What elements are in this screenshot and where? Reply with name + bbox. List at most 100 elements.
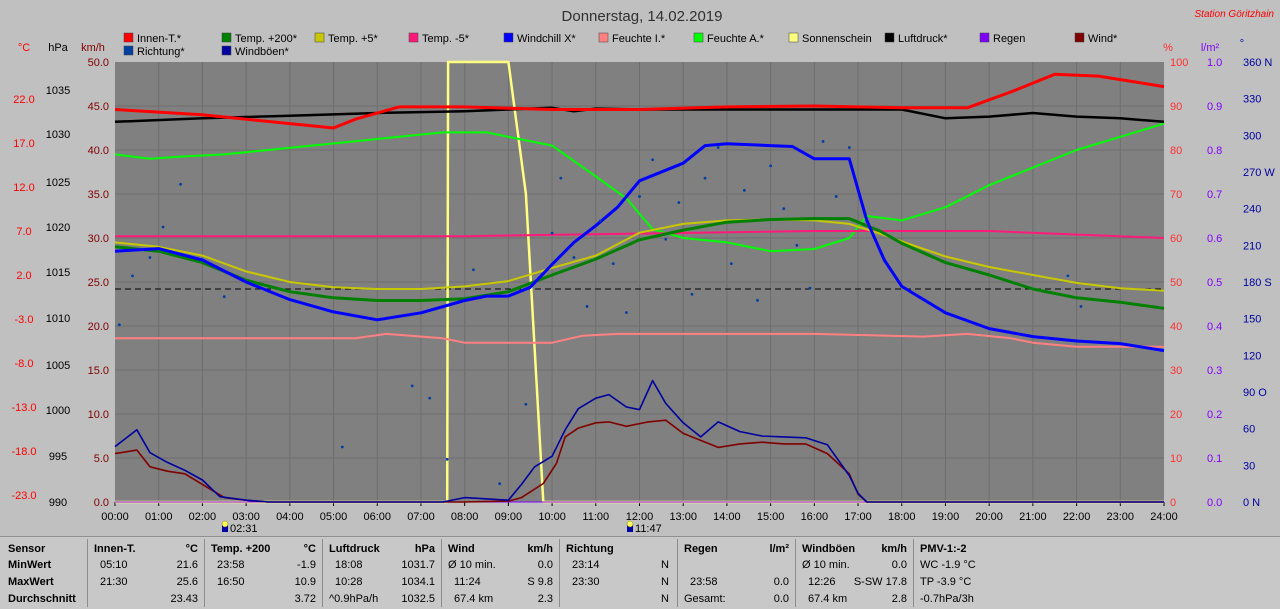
- axis-tick-kmh: 45.0: [88, 101, 109, 113]
- axis-tick-kmh: 15.0: [88, 365, 109, 377]
- stats-regen-unit: l/m²: [769, 543, 789, 555]
- series-point-richtung: [795, 243, 799, 247]
- legend-label: Temp. +200*: [235, 33, 298, 45]
- series-point-richtung: [445, 457, 449, 461]
- axis-tick-hpa: 1035: [46, 85, 70, 97]
- axis-tick-rain: 0.2: [1207, 409, 1222, 421]
- stats-innen-avg-value: 23.43: [170, 593, 198, 605]
- stats-luftdruck-column: Luftdruck hPa 18:08 1031.7 10:28 1034.1 …: [323, 537, 441, 609]
- axis-tick-hpa: 1025: [46, 177, 70, 189]
- series-point-richtung: [834, 195, 838, 198]
- x-axis-tick-label: 22:00: [1063, 511, 1091, 523]
- x-axis-tick-label: 09:00: [495, 511, 523, 523]
- series-point-richtung: [638, 195, 641, 198]
- axis-tick-hpa: 1030: [46, 129, 70, 141]
- stats-windboeen-header: Windböen: [802, 543, 856, 555]
- stats-luftdruck-max-time: 10:28: [335, 576, 363, 588]
- series-point-richtung: [1066, 274, 1070, 278]
- axis-tick-direction: 120: [1243, 350, 1261, 362]
- legend-swatch: [693, 32, 704, 43]
- stats-pmv-windchill: WC -1.9 °C: [920, 559, 976, 571]
- series-point-richtung: [624, 311, 628, 314]
- axis-unit-rain: l/m²: [1201, 42, 1220, 54]
- axis-tick-hpa: 1000: [46, 405, 70, 417]
- axis-tick-percent: 50: [1170, 277, 1182, 289]
- stats-pmv-header: PMV-1:-2: [920, 543, 967, 555]
- axis-tick-celsius: 22.0: [13, 94, 34, 106]
- stats-separator: [322, 539, 323, 607]
- series-point-richtung: [756, 298, 759, 302]
- stats-pmv-pressure-trend: -0.7hPa/3h: [920, 593, 974, 605]
- axis-tick-kmh: 40.0: [88, 145, 109, 157]
- axis-tick-hpa: 990: [49, 497, 67, 509]
- stats-wind-column: Wind km/h Ø 10 min. 0.0 11:24 S 9.8 67.4…: [442, 537, 559, 609]
- series-point-richtung: [179, 182, 182, 186]
- legend-label: Windböen*: [235, 46, 290, 58]
- series-point-richtung: [117, 323, 121, 327]
- legend-swatch: [123, 45, 134, 56]
- x-axis-tick-label: 00:00: [101, 511, 129, 523]
- stats-innen-unit: °C: [185, 543, 198, 555]
- axis-tick-kmh: 0.0: [94, 497, 109, 509]
- legend-swatch: [503, 32, 514, 43]
- axis-tick-rain: 0.3: [1207, 365, 1222, 377]
- stats-richtung-column: Richtung 23:14 N 23:30 N N: [560, 537, 677, 609]
- stats-wind-header: Wind: [448, 543, 475, 555]
- axis-unit-hpa: hPa: [48, 42, 68, 54]
- axis-tick-celsius: 2.0: [16, 270, 31, 282]
- stats-temp200-max-time: 16:50: [217, 576, 245, 588]
- legend-swatch: [884, 32, 895, 43]
- stats-wind-unit: km/h: [527, 543, 553, 555]
- stats-innen-max-time: 21:30: [100, 576, 128, 588]
- stats-luftdruck-header: Luftdruck: [329, 543, 380, 555]
- axis-tick-direction: 300: [1243, 130, 1261, 142]
- axis-tick-rain: 0.4: [1207, 321, 1222, 333]
- stats-innen-min-value: 21.6: [176, 559, 198, 571]
- series-point-richtung: [729, 262, 733, 266]
- series-layer: [114, 60, 1165, 504]
- stats-separator: [559, 539, 560, 607]
- stats-luftdruck-min-value: 1031.7: [401, 559, 435, 571]
- series-point-richtung: [821, 140, 825, 143]
- series-point-richtung: [808, 286, 812, 290]
- axis-tick-hpa: 995: [49, 451, 67, 463]
- series-point-richtung: [410, 384, 414, 388]
- series-point-richtung: [340, 445, 344, 449]
- x-axis-tick-label: 08:00: [451, 511, 479, 523]
- axis-tick-celsius: 17.0: [13, 138, 34, 150]
- sun-markers: 02:31 11:47: [221, 520, 662, 535]
- axis-tick-hpa: 1005: [46, 360, 70, 372]
- y-axes: 22.0 17.0 12.0 7.0 2.0 -3.0 -8.0 -13.0 -18.0 -23.…: [11, 57, 1275, 509]
- sun-marker-icon: [221, 524, 228, 532]
- x-axis-tick-label: 24:00: [1150, 511, 1178, 523]
- series-point-richtung: [782, 207, 786, 211]
- stats-sensor-header: Sensor: [8, 543, 46, 555]
- stats-separator: [913, 539, 914, 607]
- stats-windboeen-max-time: 12:26: [808, 576, 836, 588]
- axis-unit-percent: %: [1163, 42, 1173, 54]
- axis-tick-percent: 100: [1170, 57, 1188, 69]
- legend-label: Temp. +5*: [328, 33, 379, 45]
- x-axis-tick-label: 19:00: [932, 511, 960, 523]
- series-point-richtung: [572, 256, 576, 259]
- axis-tick-hpa: 1010: [46, 313, 70, 325]
- axis-tick-rain: 0.8: [1207, 145, 1222, 157]
- legend-swatch: [598, 32, 609, 43]
- axis-tick-direction: 180 S: [1243, 277, 1272, 289]
- legend-swatch: [408, 32, 419, 43]
- stats-luftdruck-trend: ^0.9hPa/h: [329, 593, 379, 605]
- legend-label: Sonnenschein: [802, 33, 872, 45]
- series-point-richtung: [550, 231, 554, 235]
- weather-chart: Donnerstag, 14.02.2019 Station Göritzhai…: [11, 8, 1276, 535]
- series-point-richtung: [847, 146, 851, 149]
- legend-label: Temp. -5*: [422, 33, 470, 45]
- stats-wind-avg-value: 2.3: [537, 593, 553, 605]
- series-line-innen-t: [114, 72, 1165, 130]
- stats-windboeen-avg-value: 2.8: [891, 593, 907, 605]
- series-point-richtung: [769, 164, 773, 168]
- x-axis-tick-label: 23:00: [1107, 511, 1135, 523]
- series-line-feuchte-a: [114, 122, 1165, 253]
- stats-windboeen-column: Windböen km/h Ø 10 min. 0.0 12:26 S-SW 1…: [796, 537, 913, 609]
- stats-richtung-value2: N: [661, 576, 669, 588]
- statistics-table: Sensor MinWert MaxWert Durchschnitt Inne…: [0, 536, 1280, 609]
